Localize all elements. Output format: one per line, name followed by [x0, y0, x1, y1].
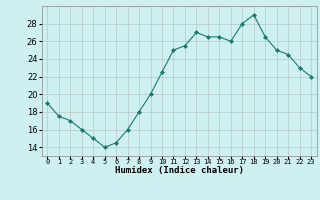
X-axis label: Humidex (Indice chaleur): Humidex (Indice chaleur) — [115, 166, 244, 175]
